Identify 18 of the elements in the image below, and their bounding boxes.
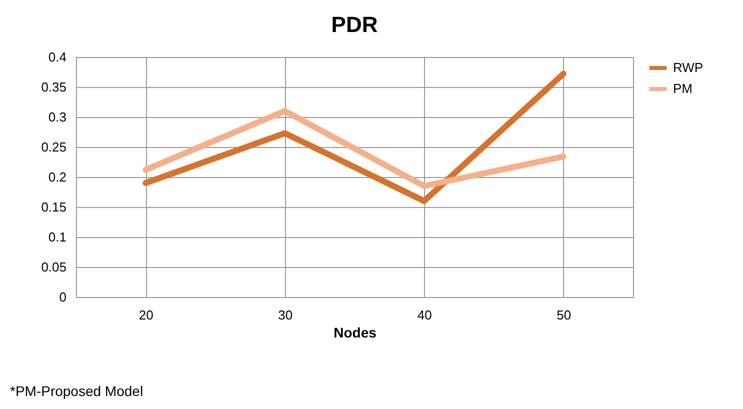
legend-label: PM: [673, 81, 692, 96]
y-tick-label: 0.4: [48, 50, 66, 64]
y-tick-label: 0.2: [48, 170, 66, 184]
text: *PM-Proposed Model: [10, 383, 144, 399]
y-tick-label: 0.35: [41, 80, 66, 94]
x-tick-label: 40: [417, 308, 432, 322]
x-tick-label: 50: [556, 308, 572, 322]
y-tick-label: 0.15: [41, 200, 66, 214]
x-axis-title: Nodes: [334, 324, 377, 340]
y-tick-label: 0.1: [48, 230, 66, 244]
y-tick-label: 0.25: [41, 140, 66, 154]
x-tick-label: 30: [278, 308, 293, 322]
y-tick-label: 0.3: [48, 110, 66, 124]
legend-label: RWP: [673, 60, 704, 75]
y-tick-label: 0: [59, 290, 66, 304]
y-tick-label: 0.05: [41, 260, 66, 274]
chart-title: PDR: [331, 12, 378, 37]
x-tick-label: 20: [138, 308, 154, 322]
